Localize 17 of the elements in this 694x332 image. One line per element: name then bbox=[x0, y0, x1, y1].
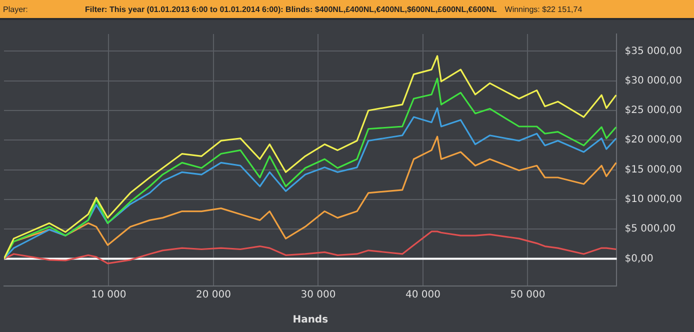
chart-title: Player: bbox=[3, 4, 29, 14]
y-tick-label: $5 000,00 bbox=[624, 224, 676, 235]
x-axis-title: Hands bbox=[292, 314, 328, 326]
y-tick-label: $0,00 bbox=[624, 253, 654, 264]
x-tick-label: 10 000 bbox=[91, 290, 126, 301]
x-tick-label: 50 000 bbox=[510, 290, 546, 301]
y-tick-label: $25 000,00 bbox=[624, 105, 682, 116]
y-tick-label: $10 000,00 bbox=[624, 194, 682, 206]
x-tick-label: 30 000 bbox=[300, 290, 336, 301]
y-tick-label: $20 000,00 bbox=[624, 134, 682, 146]
text: Winnings: $22 151,74 bbox=[504, 4, 582, 14]
x-tick-label: 40 000 bbox=[405, 290, 440, 301]
y-tick-label: $30 000,00 bbox=[624, 75, 682, 86]
y-tick-label: $35 000,00 bbox=[624, 46, 682, 57]
chart-subtitle: Filter: This year (01.01.2013 6:00 to 01.01.2014 6:00): Blinds: $400NL,£400NL,€400NL,$600NL,£600NL,€600NL bbox=[85, 4, 497, 14]
x-tick-label: 20 000 bbox=[196, 290, 231, 301]
y-tick-label: $15 000,00 bbox=[624, 164, 682, 176]
